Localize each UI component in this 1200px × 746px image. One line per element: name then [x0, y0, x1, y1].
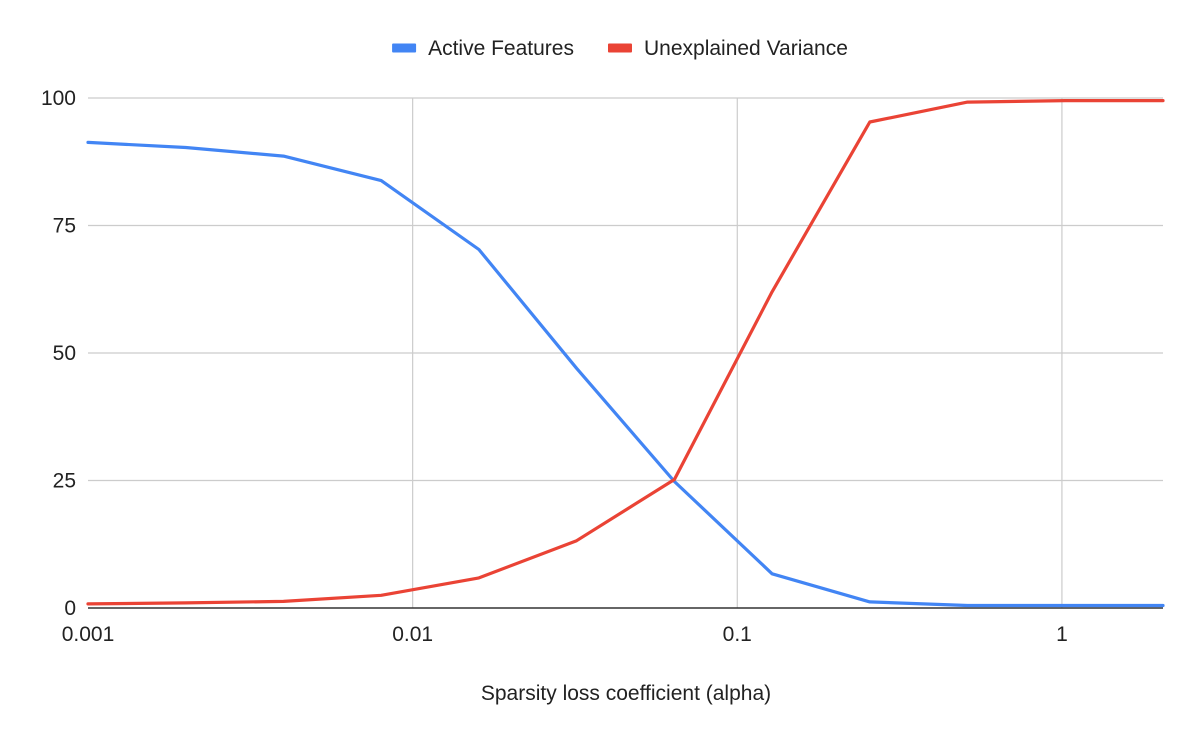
y-tick-label: 0 [64, 597, 76, 620]
series-line-unexplained-variance [86, 98, 1165, 606]
legend: Active Features Unexplained Variance [392, 37, 848, 60]
x-tick-label: 0.1 [723, 623, 752, 646]
legend-label: Active Features [428, 37, 574, 60]
x-tick-label: 1 [1056, 623, 1068, 646]
y-axis: 0 25 50 75 100 [41, 87, 76, 620]
legend-swatch-unexplained-variance [607, 43, 632, 53]
series-line-active-features [86, 140, 1165, 608]
series-lines [86, 98, 1165, 608]
y-tick-label: 25 [53, 470, 76, 493]
legend-swatch-active-features [392, 43, 417, 53]
y-tick-label: 50 [53, 342, 76, 365]
y-tick-label: 75 [53, 215, 76, 238]
x-tick-label: 0.01 [392, 623, 433, 646]
x-axis-title: Sparsity loss coefficient (alpha) [481, 682, 771, 705]
x-axis: 0.001 0.01 0.1 1 [62, 607, 1163, 646]
grid [88, 97, 1163, 608]
y-tick-label: 100 [41, 87, 76, 110]
legend-label: Unexplained Variance [644, 37, 848, 60]
x-tick-label: 0.001 [62, 623, 115, 646]
